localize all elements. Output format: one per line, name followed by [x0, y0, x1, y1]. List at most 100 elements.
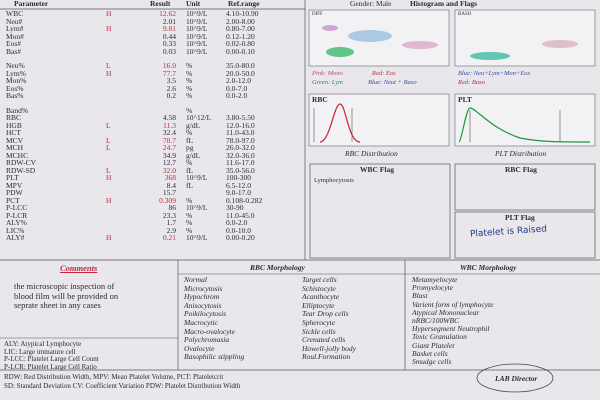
ref-range: 35.0-56.0 [226, 165, 255, 175]
ref-range: 12.0-16.0 [226, 120, 255, 130]
comments-title: Comments [60, 263, 98, 273]
result-value: 0.33 [162, 39, 176, 48]
unit: 10^9/L [186, 203, 208, 212]
ref-range: 35.0-80.0 [226, 61, 255, 70]
morphology-item: Macrocytic [184, 318, 218, 327]
plot-caption: PLT Distribution [495, 149, 547, 158]
flag: L [106, 120, 111, 130]
result-value: 32.4 [162, 128, 176, 137]
parameter-name: Lym% [6, 68, 26, 78]
result-value: 2.6 [166, 83, 176, 93]
comment-line: blood film will be provided on [14, 290, 119, 301]
unit: % [186, 128, 193, 137]
morphology-item: Smudge cells [412, 357, 452, 366]
morphology-item: nRBC/100WBC [412, 316, 460, 325]
footer-line: SD: Standard Deviation CV: Coefficient V… [4, 382, 241, 390]
result-value: 3.5 [166, 76, 176, 85]
morphology-item: Hypersegment Neutrophil [412, 324, 490, 334]
morphology-item: Toxic Granulation [412, 332, 467, 342]
unit: 10^9/L [186, 24, 208, 33]
ref-range: 26.0-32.0 [226, 143, 255, 152]
ref-range: 0.0-2.0 [226, 218, 248, 227]
result-value: 0.309 [159, 195, 176, 205]
flag: H [106, 233, 112, 242]
morphology-item: Polychromasia [184, 335, 230, 345]
unit: 10^12/L [186, 113, 212, 122]
flag-text: Lymphocytosis [314, 177, 354, 184]
parameter-name: P-LCC [6, 203, 28, 212]
morphology-item: Roul.Formation [302, 352, 351, 362]
parameter-name: Eos# [6, 39, 21, 48]
unit: g/dL [186, 120, 201, 130]
flag: L [106, 61, 111, 70]
column-header: Result [150, 0, 171, 8]
parameter-name: RBC [6, 113, 22, 122]
ref-range: 32.0-36.0 [226, 150, 255, 160]
parameter-name: ALY% [6, 218, 27, 227]
unit: 10^9/L [186, 233, 208, 242]
histogram-title: Histogram and Flags [410, 0, 478, 8]
morphology-item: Elliptocyte [302, 300, 335, 310]
column-header: Parameter [14, 0, 49, 8]
result-value: 9.81 [162, 24, 176, 33]
unit: 10^9/L [186, 46, 208, 56]
ref-range: 11.6-17.0 [226, 158, 255, 167]
ref-range: 0.80-7.00 [226, 24, 255, 33]
ref-range: 0.00-0.20 [226, 233, 255, 242]
parameter-name: Mon% [6, 76, 27, 85]
unit: 10^9/L [186, 9, 208, 18]
ref-range: 0.0-2.0 [226, 91, 248, 100]
ref-range: 3.80-5.50 [226, 113, 255, 122]
flag: L [106, 165, 111, 175]
comment-line: seprate sheet in any cases [14, 300, 101, 310]
morphology-item: Microcytosis [184, 283, 223, 293]
morphology-item: Atypical Mononuclear [412, 307, 480, 317]
parameter-name: Band% [6, 105, 29, 115]
abbreviation: P-LCR: Platelet Large Cell Ratio [4, 362, 97, 371]
column-header: Unit [186, 0, 201, 8]
unit: 10^9/L [186, 16, 208, 26]
result-value: 1.7 [166, 218, 176, 227]
footer-line: RDW: Red Distribution Width, MPV: Mean P… [4, 373, 224, 381]
parameter-name: MPV [6, 180, 23, 190]
ref-range: 4.10-10.90 [226, 9, 259, 18]
flag: L [106, 143, 111, 152]
result-value: 2.9 [166, 225, 176, 235]
result-value: 12.62 [159, 9, 176, 18]
legend-text: Blue: Neu+Lym+Mon+Eos [458, 70, 530, 77]
ref-range: 30-90 [226, 203, 244, 212]
result-value: 77.7 [162, 68, 176, 78]
signature: LAB Director [495, 374, 538, 383]
result-value: 70.7 [162, 135, 176, 145]
plot-label: PLT [458, 95, 472, 104]
result-value: 16.0 [162, 61, 176, 70]
result-value: 11.3 [163, 120, 176, 130]
flag: H [106, 195, 112, 205]
legend-text: Red: Eos [372, 70, 396, 77]
parameter-name: Neu% [6, 61, 25, 70]
ref-range: 100-300 [226, 173, 251, 182]
result-value: 8.4 [166, 180, 176, 190]
flag: H [106, 173, 112, 182]
legend-text: Blue: Neut + Baso [368, 79, 417, 86]
parameter-name: Eos% [6, 83, 24, 93]
parameter-name: WBC [6, 9, 24, 18]
morphology-item: Macro-ovalocyte [184, 326, 235, 336]
result-value: 0.21 [162, 233, 176, 242]
morphology-item: Tear Drop cells [302, 309, 349, 319]
unit: fL [186, 165, 194, 175]
column-header: Ref.range [228, 0, 260, 8]
section-title: WBC Morphology [460, 263, 517, 272]
parameter-name: P-LCR [6, 210, 28, 220]
ref-range: 11.0-45.0 [226, 210, 255, 220]
morphology-item: Giant Platelet [412, 340, 455, 350]
legend-text: Green: Lym [312, 79, 343, 86]
parameter-name: MCHC [6, 150, 29, 160]
flag-title: RBC Flag [505, 165, 537, 174]
unit: fL [186, 180, 194, 190]
result-value: 12.7 [162, 158, 176, 167]
unit: % [186, 210, 193, 220]
morphology-item: Basophilic stippling [184, 352, 245, 362]
parameter-name: Bas% [6, 91, 24, 100]
